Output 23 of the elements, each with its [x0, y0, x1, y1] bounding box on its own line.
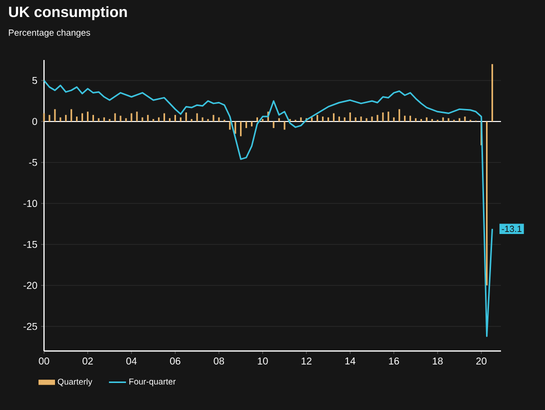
x-tick-label: 12 [302, 358, 312, 364]
y-tick-label: -5 [29, 158, 38, 166]
y-tick-label: 5 [32, 77, 38, 84]
x-tick-label: 18 [432, 358, 443, 365]
y-tick-label: -25 [24, 322, 38, 330]
chart-subtitle: Percentage changes [8, 29, 90, 38]
y-tick-label: -15 [24, 240, 38, 248]
y-tick-label: -20 [24, 282, 38, 289]
x-tick-label: 08 [214, 358, 224, 365]
annotation: -13.1 [502, 226, 522, 232]
x-tick-label: 14 [345, 358, 356, 364]
chart-title: UK consumption [9, 6, 127, 20]
x-tick-label: 00 [38, 358, 50, 365]
legend-label: Quarterly [58, 378, 92, 386]
x-tick-label: 10 [258, 358, 268, 365]
legend-label: Four-quarter [129, 378, 176, 386]
x-tick-label: 16 [389, 358, 399, 365]
x-tick-label: 02 [82, 358, 93, 365]
x-tick-label: 20 [476, 358, 486, 365]
y-tick-label: 0 [32, 118, 38, 125]
x-tick-label: 06 [170, 358, 180, 365]
x-tick-label: 04 [126, 358, 137, 365]
y-tick-label: -10 [24, 200, 38, 207]
